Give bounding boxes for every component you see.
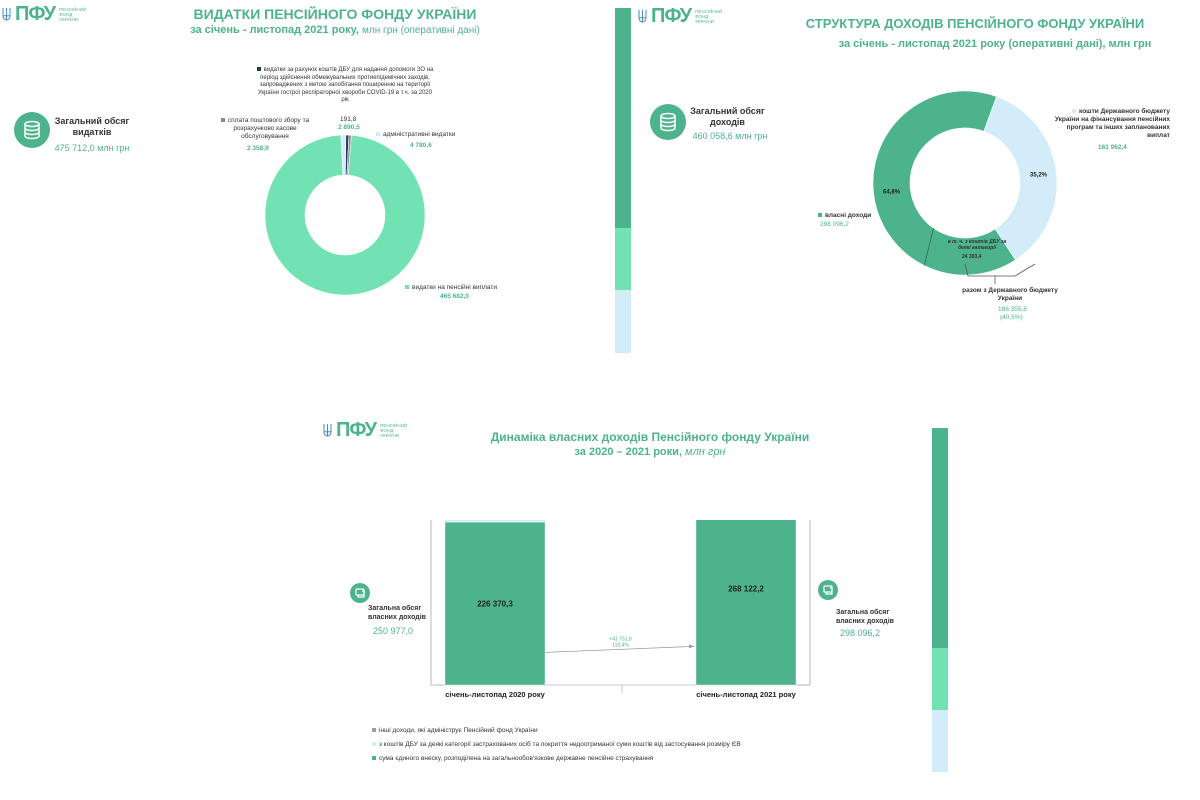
pfu-logo: ПФУ ПЕНСІЙНИЙ ФОНД УКРАЇНИ	[2, 4, 89, 24]
admin-legend: адміністративні видатки	[376, 131, 476, 139]
trident-icon	[2, 7, 11, 21]
postal-legend: сплата поштового збору та розрахунково к…	[215, 117, 315, 141]
category-label: січень-листопад 2021 року	[696, 690, 796, 699]
postal-value: 2 358,9	[247, 145, 269, 152]
bar-value-label: 226 370,3	[477, 600, 513, 609]
dynamics-title: Динаміка власних доходів Пенсійного фонд…	[490, 430, 810, 444]
change-percent-label: 118,4%	[612, 642, 629, 648]
legend-swatch	[220, 118, 225, 123]
legend-swatch	[1072, 109, 1077, 114]
legend-swatch	[405, 285, 409, 290]
admin-value: 4 780,6	[410, 142, 432, 149]
legend-other-income: інші доходи, які адмініструє Пенсійний ф…	[372, 727, 872, 735]
pfu-logo: ПФУ ПЕНСІЙНИЙ ФОНД УКРАЇНИ	[323, 420, 410, 440]
income-total-value: 460 058,6 млн грн	[692, 131, 768, 141]
legend-swatch	[372, 742, 376, 747]
change-delta-label: +41 751,9	[609, 636, 632, 642]
bar-value-label: 268 122,2	[728, 584, 764, 593]
bracket-label: разом з Державного бюджету України	[962, 287, 1058, 302]
left-total-value: 250 977,0	[373, 626, 414, 636]
total-bracket	[798, 520, 811, 686]
coins-icon	[650, 104, 686, 140]
legend-swatch	[818, 213, 822, 218]
own-income-legend: власні доходи	[818, 212, 878, 220]
income-total-label: Загальний обсяг доходів	[690, 106, 765, 127]
income-title: СТРУКТУРА ДОХОДІВ ПЕНСІЙНОГО ФОНДУ УКРАЇ…	[805, 16, 1145, 31]
decorative-bar-segment	[615, 8, 631, 228]
legend-state-budget: з коштів ДБУ за деякі категорії застрахо…	[372, 741, 872, 749]
coins-icon	[14, 112, 50, 148]
logo-mark: ПФУ	[15, 3, 56, 25]
slice-percent-label: 35,2%	[1030, 172, 1048, 178]
legend-swatch	[256, 67, 261, 72]
expenses-title: ВИДАТКИ ПЕНСІЙНОГО ФОНДУ УКРАЇНИ	[193, 6, 477, 22]
bracket-line	[964, 263, 1036, 284]
legend-swatch	[372, 728, 376, 733]
decorative-bar-segment	[932, 710, 948, 772]
decorative-bar-segment	[615, 228, 631, 290]
bracket-percent: (40,5%)	[1000, 314, 1023, 321]
pfu-logo: ПФУ ПЕНСІЙНИЙ ФОНД УКРАЇНИ	[638, 6, 725, 26]
legend-single-contribution: сума єдиного внеску, розподілена на зага…	[372, 755, 872, 763]
state-budget-value: 161 962,4	[1098, 144, 1127, 151]
coins-icon	[818, 580, 838, 600]
income-donut-chart: 35,2% 64,8%	[872, 90, 1058, 276]
donut-slice	[872, 90, 1016, 276]
bar-segment	[695, 520, 797, 686]
own-income-bar-chart: 226 370,319 584,65 022,1січень-листопад …	[430, 520, 811, 699]
change-arrow	[544, 645, 695, 653]
logo-text: ПЕНСІЙНИЙ ФОНД УКРАЇНИ	[380, 422, 408, 438]
logo-mark: ПФУ	[336, 419, 377, 441]
bar-segment	[444, 521, 546, 686]
coins-icon	[350, 583, 370, 603]
donut-slice	[983, 96, 1058, 261]
logo-text: ПЕНСІЙНИЙ ФОНД УКРАЇНИ	[59, 6, 87, 22]
right-total-label: Загальна обсяг власних доходів	[836, 609, 894, 625]
pension-value: 465 682,0	[440, 293, 469, 300]
decorative-bar-1	[615, 8, 631, 353]
decorative-bar-segment	[615, 290, 631, 353]
slice-divider	[923, 228, 934, 266]
category-label: січень-листопад 2020 року	[445, 690, 545, 699]
trident-icon	[638, 9, 647, 23]
covid-legend: видатки за рахунок коштів ДБУ для наданн…	[256, 67, 434, 103]
inner-annotation-label: в т. ч. з коштів ДБУ за деякі категорії	[947, 239, 1007, 251]
trident-icon	[323, 423, 332, 437]
income-subtitle: за січень - листопад 2021 року (оператив…	[838, 38, 1152, 50]
inner-annotation-value: 24 393,4	[962, 254, 982, 260]
bar-segment	[444, 520, 546, 523]
slice-percent-label: 64,8%	[883, 190, 901, 196]
logo-text: ПЕНСІЙНИЙ ФОНД УКРАЇНИ	[695, 8, 723, 24]
left-total-label: Загальна обсяг власних доходів	[368, 605, 426, 621]
expenses-donut-chart	[264, 134, 426, 296]
bracket-value: 186 355,8	[998, 306, 1027, 313]
expenses-total-value: 475 712,0 млн грн	[54, 143, 130, 153]
legend-swatch	[376, 132, 380, 137]
own-income-value: 298 096,2	[820, 221, 849, 228]
legend-swatch	[372, 756, 376, 761]
arrow-head	[689, 644, 694, 649]
total-bracket	[430, 520, 443, 686]
donut-slice	[264, 134, 426, 296]
decorative-bar-segment	[932, 648, 948, 710]
logo-mark: ПФУ	[651, 5, 692, 27]
right-total-value: 298 096,2	[840, 628, 881, 638]
pension-legend: видатки на пенсійні виплати	[405, 284, 515, 292]
covid-sub-value: 191,8	[340, 116, 357, 123]
expenses-total-label: Загальний обсяг видатків	[54, 116, 130, 137]
expenses-subtitle: за січень - листопад 2021 року, млн грн …	[190, 24, 480, 36]
state-budget-legend: кошти Державного бюджету України на фіна…	[1054, 108, 1170, 139]
covid-value: 2 890,5	[338, 124, 360, 131]
decorative-bar-segment	[932, 428, 948, 648]
dynamics-subtitle: за 2020 – 2021 роки, млн грн	[574, 446, 726, 458]
decorative-bar-2	[932, 428, 948, 772]
